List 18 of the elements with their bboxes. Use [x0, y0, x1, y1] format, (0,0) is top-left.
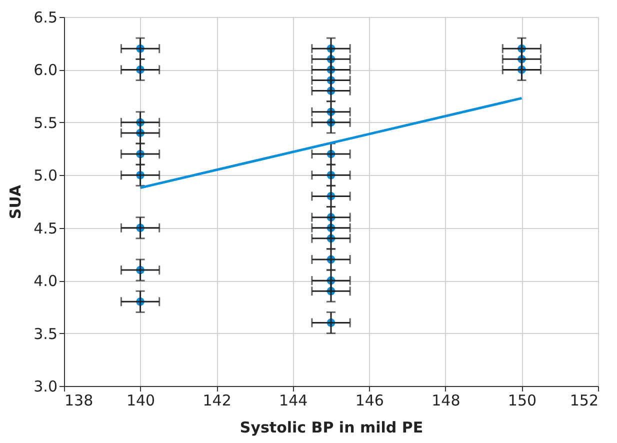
y-tick-label: 4.0 [34, 272, 58, 290]
x-tick-label: 146 [355, 392, 384, 410]
y-tick-label: 6.5 [34, 8, 58, 26]
x-tick-label: 140 [126, 392, 156, 410]
y-tick-label: 5.5 [34, 114, 58, 132]
x-tick-label: 148 [432, 392, 460, 410]
x-tick-label: 138 [64, 392, 94, 410]
y-tick-label: 6.0 [34, 61, 58, 80]
x-tick-label: 142 [202, 392, 232, 410]
x-tick-label: 144 [279, 392, 308, 410]
y-tick-label: 3.0 [34, 378, 58, 396]
x-tick-label: 152 [570, 392, 598, 410]
x-tick-label: 150 [508, 392, 537, 410]
y-axis-title: SUA [6, 184, 25, 220]
y-tick-label: 3.5 [34, 324, 58, 343]
x-axis-title: Systolic BP in mild PE [240, 418, 424, 436]
y-tick-label: 4.5 [34, 219, 58, 238]
y-tick-label: 5.0 [34, 166, 58, 185]
